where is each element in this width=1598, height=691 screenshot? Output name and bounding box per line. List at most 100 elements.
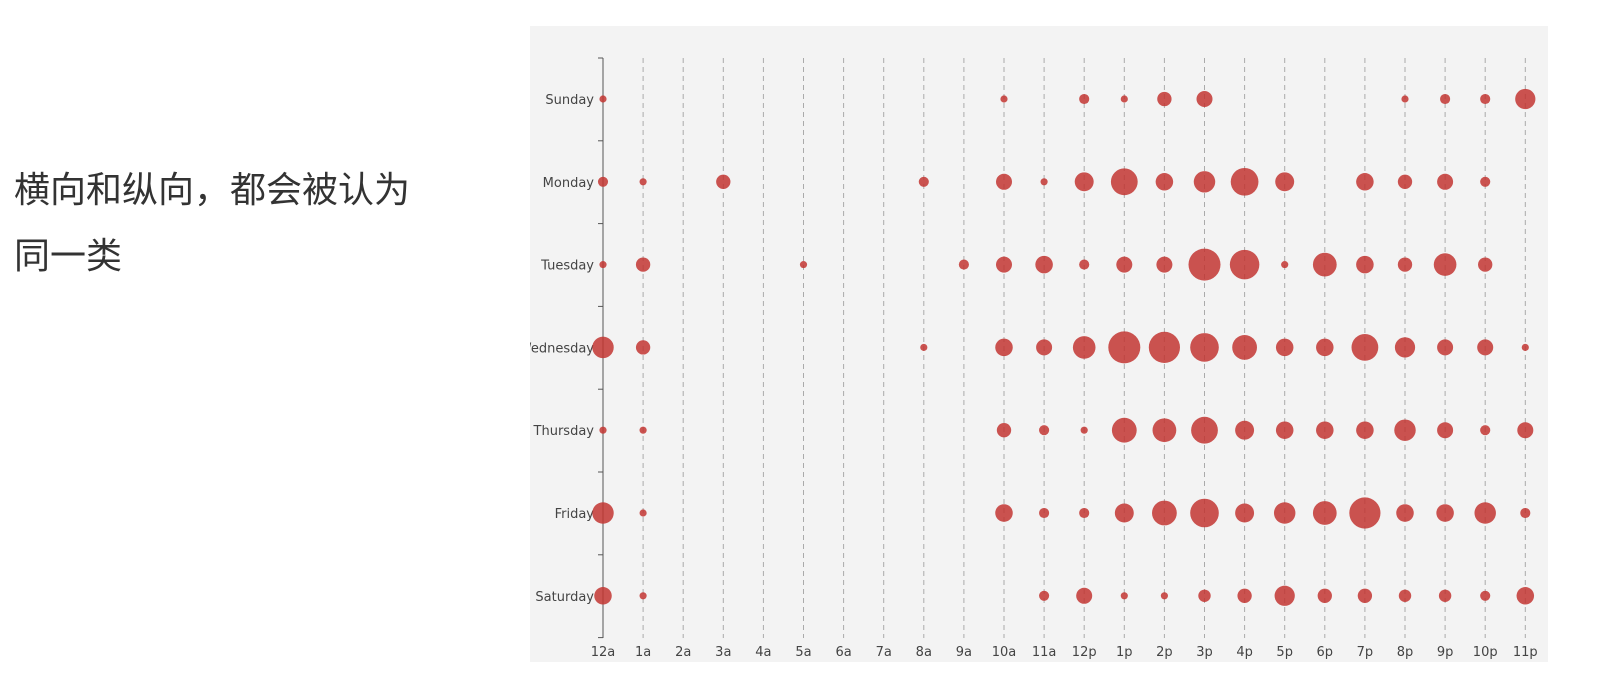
bubble-saturday-12p [1076,587,1093,604]
bubble-monday-12a [597,176,609,187]
bubble-thursday-11a [1039,425,1050,436]
bubble-thursday-4p [1235,420,1255,440]
bubble-thursday-11p [1517,422,1534,439]
y-tick-label-wednesday: Wednesday [530,341,594,356]
bubble-saturday-3p [1198,589,1211,602]
bubble-monday-11a [1040,178,1048,186]
bubble-friday-10a [995,504,1013,522]
bubble-wednesday-10p [1477,339,1494,356]
bubble-friday-6p [1312,501,1337,525]
bubble-friday-2p [1152,500,1177,526]
bubble-monday-4p [1230,167,1259,196]
bubble-thursday-3p [1191,416,1218,444]
bubble-monday-1p [1110,168,1138,196]
x-tick-label-8p: 8p [1397,645,1414,660]
bubble-tuesday-9a [958,259,969,270]
bubble-friday-10p [1474,502,1496,524]
bubble-tuesday-7p [1356,255,1374,274]
bubble-wednesday-11p [1521,343,1529,351]
bubble-saturday-4p [1237,588,1252,603]
bubble-thursday-6p [1316,421,1334,439]
bubble-tuesday-10a [996,256,1012,273]
bubble-thursday-5p [1275,421,1294,439]
bubble-saturday-1a [639,592,647,600]
bubble-wednesday-12a [592,336,614,359]
x-tick-label-7p: 7p [1357,645,1374,660]
bubble-tuesday-2p [1156,256,1173,273]
bubble-monday-1a [639,178,647,186]
bubble-thursday-1p [1111,417,1137,443]
x-tick-label-5p: 5p [1276,645,1293,660]
bubble-sunday-2p [1157,91,1172,107]
bubble-saturday-6p [1317,588,1332,603]
bubble-monday-10p [1480,176,1491,187]
bubble-saturday-10p [1480,590,1491,601]
bubble-monday-2p [1155,173,1174,191]
bubble-monday-3a [716,174,731,189]
bubble-monday-8p [1397,174,1413,189]
bubble-wednesday-12p [1072,336,1096,359]
bubble-sunday-1p [1120,95,1128,103]
bubble-wednesday-2p [1148,331,1180,363]
bubble-friday-8p [1396,504,1414,522]
bubble-wednesday-8a [920,343,928,351]
bubble-friday-1a [639,509,647,517]
bubble-tuesday-12p [1079,259,1090,270]
bubble-tuesday-5a [799,261,808,269]
bubble-saturday-5p [1274,585,1295,606]
x-tick-label-8a: 8a [916,645,932,660]
bubble-wednesday-6p [1316,338,1334,357]
bubble-wednesday-9p [1437,339,1454,356]
caption: 横向和纵向，都会被认为 同一类 [14,158,494,290]
bubble-friday-1p [1114,503,1134,523]
bubble-saturday-11a [1039,590,1050,601]
bubble-thursday-2p [1152,418,1177,443]
bubble-friday-5p [1273,502,1296,524]
bubble-tuesday-6p [1312,252,1337,277]
bubble-friday-11a [1039,507,1050,519]
bubble-wednesday-1p [1108,331,1141,364]
bubble-sunday-3p [1196,91,1213,107]
bubble-tuesday-10p [1478,257,1493,272]
bubble-monday-9p [1437,173,1454,190]
x-tick-label-12p: 12p [1072,645,1097,660]
bubble-wednesday-5p [1275,338,1294,357]
x-tick-label-3p: 3p [1196,645,1213,660]
bubble-tuesday-1a [635,257,651,272]
bubble-thursday-1a [639,426,647,434]
bubble-monday-12p [1074,172,1094,192]
bubble-thursday-10p [1480,425,1491,436]
bubble-monday-7p [1356,173,1374,191]
bubble-saturday-2p [1160,592,1168,600]
bubble-wednesday-1a [635,340,651,355]
caption-line-2: 同一类 [14,236,123,277]
x-tick-label-4a: 4a [755,645,771,660]
bubble-monday-10a [996,173,1012,190]
bubble-sunday-10a [1000,95,1008,103]
bubble-sunday-12a [599,95,607,103]
x-tick-label-12a: 12a [591,645,616,660]
bubble-friday-12p [1079,507,1090,519]
bubble-tuesday-4p [1229,249,1260,280]
y-tick-label-friday: Friday [555,507,595,522]
punch-card-chart: Sunday Monday Tuesday Wednesday Thursday Frid… [530,57,1538,660]
y-tick-label-monday: Monday [543,176,595,191]
bubble-tuesday-11a [1035,255,1053,274]
bubble-sunday-8p [1401,95,1409,103]
bubble-thursday-10a [996,423,1012,438]
bubble-wednesday-3p [1190,333,1219,362]
bubble-monday-8a [918,176,929,187]
bubble-saturday-11p [1516,587,1535,605]
bubble-monday-5p [1275,172,1295,192]
bubble-friday-3p [1190,498,1219,528]
bubble-thursday-12a [599,426,607,434]
x-tick-label-6p: 6p [1317,645,1334,660]
bubble-saturday-1p [1120,592,1128,600]
bubble-tuesday-9p [1433,253,1457,276]
bubble-saturday-7p [1357,588,1373,603]
y-tick-label-saturday: Saturday [535,590,594,605]
x-tick-label-7a: 7a [876,645,892,660]
bubble-sunday-10p [1480,93,1491,105]
x-tick-label-2a: 2a [675,645,691,660]
bubble-tuesday-1p [1116,256,1133,273]
